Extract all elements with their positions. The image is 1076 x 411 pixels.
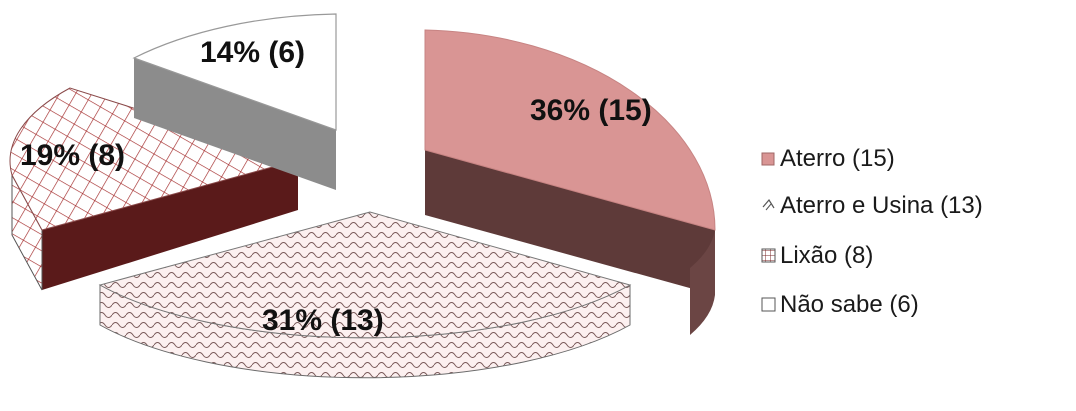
legend-swatch-aterro [761,152,775,166]
legend-label-lixao: Lixão (8) [780,242,873,269]
slice-aterro-e-usina [98,211,632,379]
slice-lixao-front [42,160,298,290]
slice-nao-sabe-side [134,58,336,190]
legend-swatch-lixao [761,248,776,263]
slice-aterro-side-face [425,150,715,295]
slice-aterro-e-usina-top [98,211,632,339]
legend-swatch-aterro-e-usina [762,198,775,211]
slice-nao-sabe [132,13,337,190]
slice-label-nao-sabe: 14% (6) [200,36,305,69]
slice-label-aterro-e-usina: 31% (13) [262,304,384,337]
slice-lixao [9,87,300,291]
legend-label-nao-sabe: Não sabe (6) [780,291,919,318]
slice-label-lixao: 19% (8) [20,139,125,172]
legend-swatch-nao-sabe [761,297,776,312]
slice-nao-sabe-top [132,13,337,131]
legend-label-aterro-e-usina: Aterro e Usina (13) [780,192,983,219]
legend: Aterro (15) Aterro e Usina (13) Lixão (8… [761,145,983,318]
slice-aterro [424,29,716,335]
slice-aterro-side [690,230,715,335]
slice-aterro-top [424,29,716,231]
slice-lixao-top [9,87,300,231]
slice-label-aterro: 36% (15) [530,94,652,127]
legend-label-aterro: Aterro (15) [780,145,895,172]
